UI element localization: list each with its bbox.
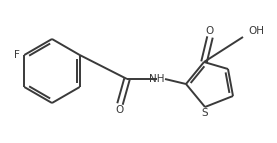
Text: O: O	[116, 105, 124, 115]
Text: NH: NH	[149, 74, 165, 84]
Text: S: S	[202, 108, 208, 118]
Text: OH: OH	[248, 26, 264, 36]
Text: F: F	[14, 50, 20, 60]
Text: O: O	[205, 26, 213, 36]
